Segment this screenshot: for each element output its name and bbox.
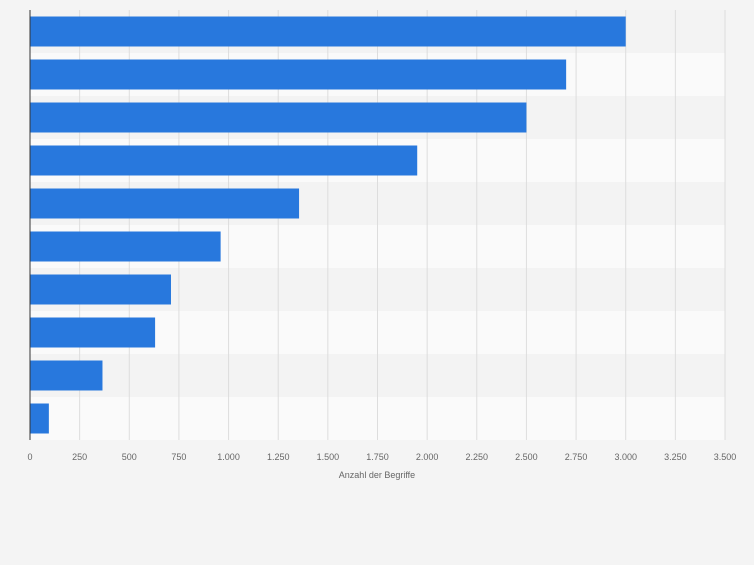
x-tick-label: 2.500 [515,452,538,462]
bar [30,145,418,176]
bar [30,231,221,262]
x-tick-label: 750 [171,452,186,462]
bars [30,16,626,434]
bar [30,360,103,391]
x-tick-labels: 0 250 500 750 1.000 1.250 1.500 1.750 2.000 2.250… [27,452,736,462]
x-axis-title: Anzahl der Begriffe [339,470,415,480]
x-tick-label: 250 [72,452,87,462]
bar [30,403,49,434]
bar [30,274,171,305]
bar [30,317,156,348]
x-tick-label: 1.250 [267,452,290,462]
x-tick-label: 1.500 [317,452,340,462]
bar [30,59,567,90]
x-tick-label: 2.000 [416,452,439,462]
x-tick-label: 1.000 [217,452,240,462]
x-tick-label: 0 [27,452,32,462]
x-tick-label: 1.750 [366,452,389,462]
x-tick-label: 3.500 [714,452,737,462]
x-tick-label: 500 [122,452,137,462]
bar [30,102,527,133]
x-tick-label: 2.250 [466,452,489,462]
x-tick-label: 3.250 [664,452,687,462]
x-tick-label: 2.750 [565,452,588,462]
x-tick-label: 3.000 [614,452,637,462]
bar [30,188,300,219]
bar [30,16,626,47]
